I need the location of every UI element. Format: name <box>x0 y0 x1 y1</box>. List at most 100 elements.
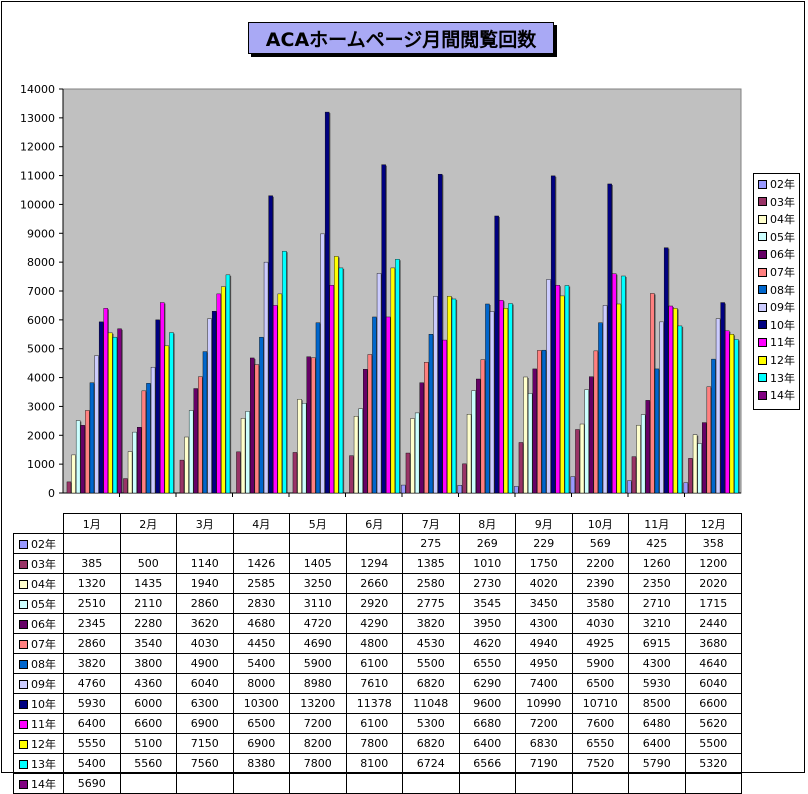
legend-item: 10年 <box>758 319 795 332</box>
bar <box>160 302 165 494</box>
table-cell: 5400 <box>63 753 121 774</box>
table-header-row: 1月 2月 3月 4月 5月 6月 7月 8月 9月 10月 11月 12月 <box>14 513 742 534</box>
bar <box>424 362 429 494</box>
x-tick-label: 7月 <box>402 513 460 534</box>
legend-item: 02年 <box>758 178 795 191</box>
x-tick-label: 3月 <box>176 513 234 534</box>
bar <box>677 325 683 494</box>
y-tick-label: 6000 <box>27 314 55 327</box>
legend-swatch <box>758 179 767 189</box>
table-cell: 4760 <box>63 673 121 694</box>
table-cell: 3620 <box>176 613 234 634</box>
legend-swatch <box>758 249 767 259</box>
table-cell <box>232 533 290 554</box>
table-cell: 3580 <box>571 593 629 614</box>
table-cell <box>402 773 460 794</box>
bar <box>711 358 716 494</box>
table-cell: 4940 <box>515 633 573 654</box>
y-tick-label: 13000 <box>20 112 55 125</box>
table-cell: 11048 <box>402 693 460 714</box>
y-tick-label: 0 <box>48 487 55 500</box>
bar <box>372 316 377 494</box>
bar <box>537 350 542 494</box>
legend-item: 05年 <box>758 231 795 244</box>
legend-label: 03年 <box>770 195 795 209</box>
x-tick-label: 6月 <box>345 513 403 534</box>
legend-swatch <box>758 285 767 295</box>
bar <box>324 111 330 494</box>
table-cell: 4950 <box>515 653 573 674</box>
table-cell: 1294 <box>345 553 403 574</box>
y-tick-label: 4000 <box>27 372 55 385</box>
table-cell <box>119 773 177 794</box>
table-cell: 2110 <box>119 593 177 614</box>
bar <box>706 386 712 494</box>
table-row: 11年 6400 6600 6900 6500 7200 6100 5300 6680 7200 7… <box>13 713 742 734</box>
bar <box>437 173 443 494</box>
table-row: 02年 275 269 229 569 425 358 <box>13 533 742 554</box>
legend-swatch <box>758 390 767 400</box>
bar <box>263 261 269 494</box>
table-cell: 6290 <box>458 673 516 694</box>
bar <box>254 364 260 494</box>
bar <box>663 247 669 494</box>
legend-label: 04年 <box>770 213 795 227</box>
table-row: 03年 385 500 1140 1426 1405 1294 1385 1010 1750 220… <box>13 553 742 574</box>
y-tick-label: 7000 <box>27 285 55 298</box>
bar <box>428 334 434 494</box>
table-cell <box>571 773 629 794</box>
table-row-name: 08年 <box>31 657 56 671</box>
x-tick-label: 12月 <box>684 513 742 534</box>
table-cell: 2510 <box>63 593 121 614</box>
bar <box>546 279 551 494</box>
bar <box>518 442 524 494</box>
table-cell: 4360 <box>119 673 177 694</box>
table-row-name: 06年 <box>31 617 56 631</box>
bar <box>273 305 278 494</box>
table-row-label: 14年 <box>13 773 64 794</box>
table-cell: 3110 <box>289 593 347 614</box>
table-cell: 1435 <box>119 573 177 594</box>
table-row-name: 10年 <box>31 697 56 711</box>
y-tick-label: 2000 <box>27 429 55 442</box>
bar <box>117 328 122 494</box>
table-cell: 6100 <box>345 713 403 734</box>
table-cell: 2710 <box>628 593 686 614</box>
legend-item: 08年 <box>758 284 795 297</box>
bar <box>636 424 641 494</box>
table-cell: 6000 <box>119 693 177 714</box>
table-cell: 6550 <box>571 733 629 754</box>
legend-item: 12年 <box>758 354 795 367</box>
bar <box>692 434 698 494</box>
table-row-swatch <box>19 740 28 749</box>
bar <box>734 339 739 494</box>
table-cell <box>63 533 121 554</box>
table-row: 12年 5550 5100 7150 6900 8200 7800 6820 6400 6830 6… <box>13 733 742 754</box>
bar <box>85 410 90 494</box>
legend-swatch <box>758 373 767 383</box>
table-row-name: 12年 <box>31 737 56 751</box>
bar <box>71 454 76 494</box>
bar <box>673 308 678 494</box>
table-cell: 2660 <box>345 573 403 594</box>
table-cell: 3250 <box>289 573 347 594</box>
table-cell: 3540 <box>119 633 177 654</box>
chart-title: ACAホームページ月間閲覧回数 <box>248 22 554 54</box>
table-row: 07年 2860 3540 4030 4450 4690 4800 4530 4620 4940 4… <box>13 633 742 654</box>
table-cell: 3545 <box>458 593 516 614</box>
table-cell: 6480 <box>628 713 686 734</box>
table-row: 09年 4760 4360 6040 8000 8980 7610 6820 6290 7400 6… <box>13 673 742 694</box>
bar-side <box>229 275 232 493</box>
table-cell: 5100 <box>119 733 177 754</box>
bar <box>697 443 702 494</box>
bar <box>211 311 217 494</box>
x-tick-label: 11月 <box>628 513 686 534</box>
table-cell: 4720 <box>289 613 347 634</box>
bar <box>627 480 632 494</box>
table-cell: 5900 <box>571 653 629 674</box>
bar <box>127 451 133 494</box>
bar <box>202 351 208 494</box>
bar <box>471 390 476 494</box>
legend-swatch <box>758 302 767 312</box>
bar-side <box>681 326 684 493</box>
